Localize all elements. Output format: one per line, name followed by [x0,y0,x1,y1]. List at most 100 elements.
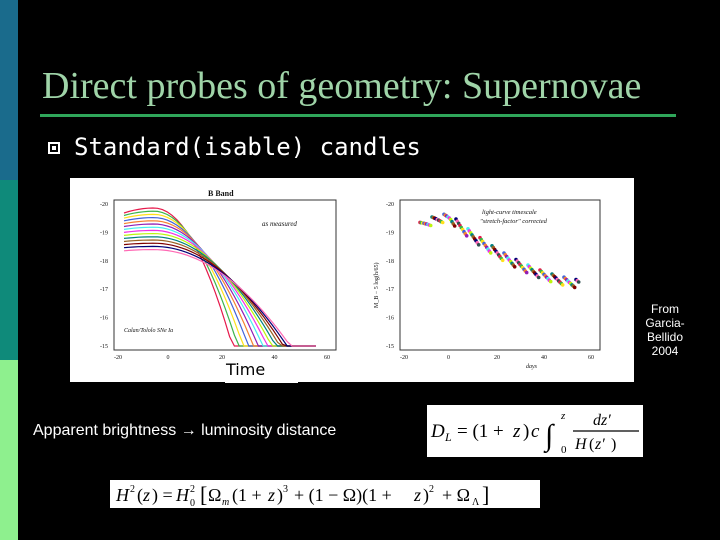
svg-text:) =: ) = [152,485,173,506]
y-tick-label: -17 [386,287,394,293]
svg-text:(1 +: (1 + [232,485,262,506]
svg-text:2: 2 [190,484,195,495]
svg-text:z′: z′ [594,436,605,453]
right-data-point [428,223,433,228]
svg-text:3: 3 [283,484,288,495]
y-tick-label: -16 [100,316,108,322]
left-panel-x-ticks: -20 0 20 40 60 [114,355,330,361]
svg-text:∫: ∫ [543,419,555,454]
x-tick-label: -20 [114,355,122,361]
svg-text:dz′: dz′ [593,412,611,429]
x-tick-label: 60 [588,355,594,361]
right-data-point [572,285,577,290]
side-bar-top [0,0,18,180]
right-data-point [560,283,565,287]
svg-text:= (1 +: = (1 + [457,421,504,442]
left-light-curve [123,249,316,347]
x-tick-label: 0 [447,355,450,361]
x-tick-label: 0 [167,355,170,361]
svg-text:Λ: Λ [472,497,480,508]
y-tick-label: -19 [386,230,394,236]
svg-text:2: 2 [130,484,135,495]
svg-text:z: z [413,485,421,505]
svg-text:]: ] [482,482,489,507]
x-tick-label: -20 [400,355,408,361]
svg-text:z: z [267,485,275,505]
svg-text:+ (1 − Ω)(1 +: + (1 − Ω)(1 + [294,485,392,506]
right-data-point [440,220,445,225]
y-tick-label: -20 [100,202,108,208]
y-tick-label: -15 [100,344,108,350]
x-tick-label: 60 [324,355,330,361]
svg-text:+ Ω: + Ω [442,485,470,505]
x-axis-label: Time [225,359,298,383]
svg-text:z: z [142,485,150,505]
x-tick-label: 40 [272,355,278,361]
side-bar-mid [0,180,18,360]
apparent-brightness-text: Apparent brightness → luminosity distanc… [33,422,337,439]
side-bar-bottom [0,360,18,540]
right-data-point [500,258,505,263]
right-panel-frame [399,199,601,351]
y-tick-label: -18 [100,259,108,265]
svg-text:): ) [523,421,529,442]
left-panel-annotation: as measured [262,220,297,228]
right-panel-x-unit: days [526,364,538,370]
right-panel-annotation-1: light-curve timescale [482,209,537,216]
luminosity-distance-equation: D L = (1 + z ) c ∫ z 0 dz′ H ( z′ ) [427,405,643,457]
y-tick-label: -15 [386,344,394,350]
credit-text: From Garcia- Bellido 2004 [640,302,690,358]
y-tick-label: -16 [386,316,394,322]
right-data-point [488,251,493,255]
svg-text:z: z [512,421,521,442]
right-panel-curves [418,212,581,290]
x-tick-label: 20 [494,355,500,361]
bullet-square-icon [48,142,60,154]
svg-text:0: 0 [561,444,567,456]
right-data-point [512,265,517,269]
svg-text:m: m [222,497,229,508]
right-data-point [576,280,581,284]
light-curve-figure: B Band as measured Calan/Tololo SNe Ia l… [70,178,634,382]
svg-text:z: z [560,410,566,422]
svg-text:(: ( [137,485,143,506]
credit-line-4: 2004 [651,344,679,358]
right-data-point [476,243,481,247]
left-panel-y-ticks: -20 -19 -18 -17 -16 -15 [100,202,108,350]
svg-text:2: 2 [429,484,434,495]
y-tick-label: -19 [100,230,108,236]
y-tick-label: -18 [386,259,394,265]
svg-text:H: H [574,436,588,453]
right-panel-x-ticks: -20 0 20 40 60 [400,355,594,361]
bullet-text: Standard(isable) candles [74,133,421,161]
y-tick-label: -17 [100,287,108,293]
left-panel-frame [113,199,337,351]
credit-line-1: From [651,302,679,316]
left-light-curve [123,210,316,347]
svg-text:L: L [444,430,452,444]
svg-text:0: 0 [190,498,195,508]
left-panel-corner-label: Calan/Tololo SNe Ia [124,328,173,334]
title-underline [40,114,676,117]
right-panel-annotation-2: "stretch-factor" corrected [480,218,548,225]
right-data-point [464,234,469,238]
left-light-curve [123,245,316,347]
svg-text:): ) [611,436,616,453]
svg-text:H: H [115,485,130,505]
svg-text:(: ( [589,436,594,453]
x-tick-label: 40 [541,355,547,361]
svg-text:[: [ [200,482,207,507]
right-data-point [548,279,553,284]
right-data-point [524,270,529,275]
x-tick-label: 20 [219,355,225,361]
left-panel-curves [123,207,316,347]
svg-text:): ) [423,485,429,506]
right-panel-y-ticks: -20 -19 -18 -17 -16 -15 [386,202,394,350]
light-curve-plot: B Band as measured Calan/Tololo SNe Ia l… [100,189,601,370]
y-tick-label: -20 [386,202,394,208]
slide-title: Direct probes of geometry: Supernovae [42,65,642,107]
right-data-point [452,224,457,228]
hubble-rate-equation: H 2 ( z ) = H 2 0 [ Ω m (1 + z ) 3 + (1 … [110,480,540,509]
credit-line-3: Bellido [646,330,684,344]
svg-text:Ω: Ω [208,485,221,505]
